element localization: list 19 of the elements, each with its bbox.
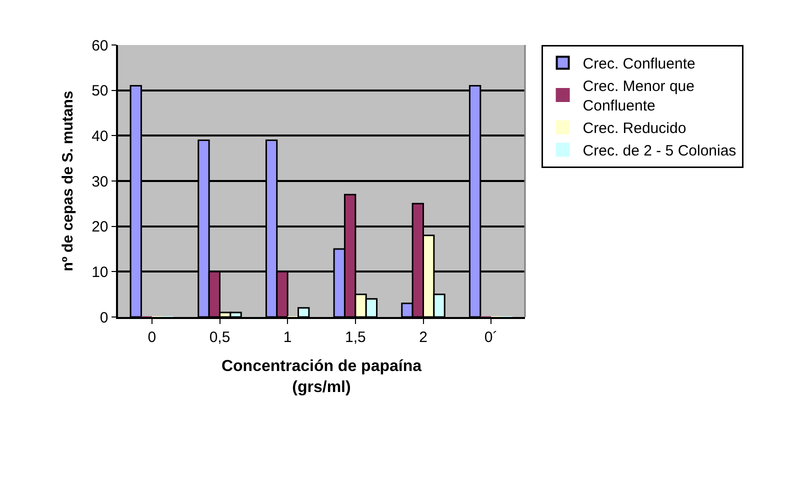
legend-label: Crec. Menor que Confluente xyxy=(582,78,694,115)
x-tick-label: 1 xyxy=(283,328,292,346)
y-tick-label: 40 xyxy=(92,128,108,145)
legend-label: Crec. Confluente xyxy=(582,56,696,73)
y-tick-label: 0 xyxy=(100,309,108,326)
y-tick-label: 10 xyxy=(92,264,108,281)
x-tick-label: 0´ xyxy=(484,328,498,346)
y-tick-label: 60 xyxy=(92,37,108,54)
x-tick-label: 0 xyxy=(148,328,156,346)
legend-label: Crec. Reducido xyxy=(582,120,686,138)
x-axis-title: Concentración de papaína (grs/ml) xyxy=(221,358,422,396)
y-tick-label: 20 xyxy=(92,218,108,236)
y-tick-label: 30 xyxy=(92,173,108,190)
y-axis-title: nº de cepas de S. mutans xyxy=(59,90,76,272)
x-tick-label: 2 xyxy=(419,328,428,346)
x-tick-label: 0,5 xyxy=(209,328,230,346)
x-tick-label: 1,5 xyxy=(344,328,366,346)
legend-label: Crec. de 2 - 5 Colonias xyxy=(582,142,736,160)
y-tick-label: 50 xyxy=(92,82,108,100)
